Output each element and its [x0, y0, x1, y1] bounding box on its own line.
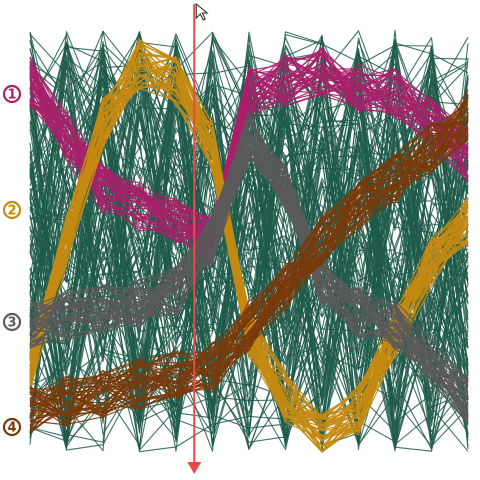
group-line-3 [29, 157, 469, 413]
group-line-1 [29, 60, 469, 235]
group-line-4 [29, 97, 469, 417]
group-line-4 [29, 94, 469, 419]
group-line-3 [29, 111, 469, 398]
mouse-pointer-icon [195, 2, 209, 21]
group-line-4 [29, 129, 469, 427]
group-line-4 [29, 123, 469, 417]
group-line-3 [29, 148, 469, 406]
group-line-4 [29, 111, 469, 403]
group-label-circle-2 [2, 200, 22, 220]
group-line-2 [29, 47, 469, 416]
group-line-3 [29, 139, 469, 410]
noise-line [29, 34, 469, 418]
group-label-3: 3 [7, 316, 16, 331]
noise-line [29, 83, 469, 446]
group-line-3 [29, 153, 469, 384]
group-line-1 [29, 56, 469, 221]
group-line-1 [29, 55, 469, 220]
group-line-1 [29, 47, 469, 222]
group-line-4 [29, 95, 469, 419]
group-label-4: 4 [7, 421, 16, 436]
group-label-circle-3 [2, 312, 22, 332]
cursor-arrow-icon [187, 462, 202, 474]
group-labels: 1 2 3 4 [2, 84, 22, 437]
group-line-4 [29, 138, 469, 427]
group-lines [29, 38, 469, 453]
group-line-1 [29, 67, 469, 227]
group-line-3 [29, 134, 469, 380]
group-line-2 [29, 82, 469, 453]
group-line-4 [29, 118, 469, 426]
group-line-3 [29, 150, 469, 423]
noise-line [29, 77, 469, 429]
group-line-3 [29, 132, 469, 414]
group-line-4 [29, 120, 469, 423]
group-label-1: 1 [7, 88, 16, 103]
axis-cursor[interactable] [187, 2, 209, 474]
group-line-4 [29, 126, 469, 416]
group-line-4 [29, 128, 469, 433]
group-line-1 [29, 53, 469, 251]
group-line-1 [29, 63, 469, 249]
group-label-2: 2 [7, 204, 16, 219]
group-line-3 [29, 158, 469, 409]
group-label-circle-4 [2, 417, 22, 437]
group-line-4 [29, 94, 469, 404]
noise-line [29, 31, 469, 443]
group-line-1 [29, 65, 469, 242]
group-line-4 [29, 129, 469, 415]
group-label-circle-1 [2, 84, 22, 104]
group-line-1 [29, 55, 469, 243]
noise-line [29, 56, 469, 447]
noise-line [29, 51, 469, 445]
group-line-4 [29, 102, 469, 433]
